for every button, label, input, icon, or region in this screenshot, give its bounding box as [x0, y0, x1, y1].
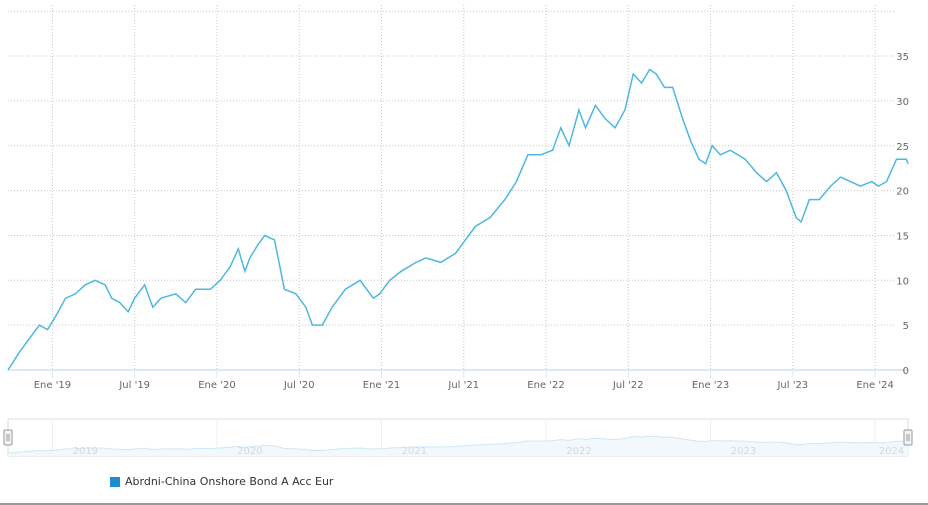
x-tick-label: Ene '22	[527, 380, 564, 391]
navigator-label: 2021	[402, 446, 427, 457]
x-tick-label: Ene '24	[856, 380, 893, 391]
legend-swatch	[110, 476, 120, 487]
grid	[8, 5, 908, 371]
navigator-label: 2023	[731, 446, 756, 457]
x-tick-label: Ene '23	[692, 380, 729, 391]
legend-item[interactable]: Abrdni-China Onshore Bond A Acc Eur	[110, 475, 333, 488]
y-axis: 0 5 10 15 20 25 30 35	[896, 52, 909, 377]
x-tick-label: Jul '21	[447, 380, 479, 391]
x-tick-label: Ene '21	[363, 380, 400, 391]
y-tick-label: 25	[896, 142, 909, 153]
y-tick-label: 10	[896, 276, 909, 287]
navigator-label: 2020	[237, 446, 262, 457]
navigator-label: 2022	[566, 446, 591, 457]
divider	[0, 503, 928, 505]
x-tick-label: Jul '23	[776, 380, 808, 391]
y-tick-label: 35	[896, 52, 909, 63]
y-tick-label: 30	[896, 97, 909, 108]
y-tick-label: 20	[896, 187, 909, 198]
y-tick-label: 0	[903, 366, 909, 377]
x-tick-label: Ene '19	[34, 380, 71, 391]
x-axis: Ene '19 Jul '19 Ene '20 Jul '20 Ene '21 Jul '…	[34, 370, 894, 391]
navigator-line	[7, 435, 909, 454]
x-tick-label: Jul '22	[612, 380, 644, 391]
y-tick-label: 15	[896, 231, 909, 242]
navigator-label: 2019	[73, 446, 98, 457]
x-tick-label: Ene '20	[198, 380, 235, 391]
y-tick-label: 5	[903, 321, 909, 332]
navigator-label: 2024	[879, 446, 904, 457]
navigator-area	[8, 436, 908, 456]
x-tick-label: Jul '19	[118, 380, 150, 391]
legend-label: Abrdni-China Onshore Bond A Acc Eur	[125, 475, 334, 488]
series-line	[7, 68, 909, 371]
navigator-labels: 2019 2020 2021 2022 2023 2024	[73, 446, 905, 457]
navigator[interactable]: 2019 2020 2021 2022 2023 2024	[3, 418, 913, 457]
navigator-handle-right[interactable]	[903, 429, 913, 446]
navigator-handle-left[interactable]	[3, 429, 13, 446]
x-tick-label: Jul '20	[283, 380, 315, 391]
